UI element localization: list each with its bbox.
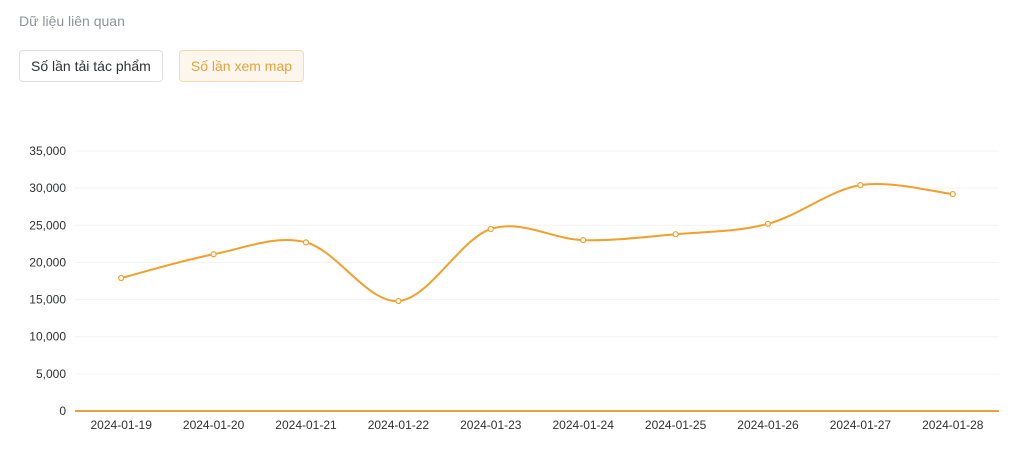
data-point <box>949 190 956 198</box>
data-point <box>302 239 310 246</box>
y-tick-label: 35,000 <box>29 144 66 158</box>
x-tick-label: 2024-01-23 <box>460 418 522 432</box>
x-tick-label: 2024-01-22 <box>368 418 430 432</box>
series-line <box>120 183 953 303</box>
x-tick-label: 2024-01-20 <box>183 418 245 432</box>
y-tick-label: 25,000 <box>29 218 66 232</box>
x-tick-label: 2024-01-28 <box>922 418 984 432</box>
x-tick-label: 2024-01-19 <box>91 418 153 432</box>
x-tick-label: 2024-01-21 <box>275 418 337 432</box>
data-point <box>395 297 402 305</box>
y-tick-label: 15,000 <box>29 293 66 307</box>
y-tick-label: 0 <box>59 404 66 418</box>
data-point <box>672 231 679 238</box>
section-title: Dữ liệu liên quan <box>19 13 125 29</box>
y-tick-label: 20,000 <box>29 255 66 269</box>
data-point <box>580 237 587 244</box>
y-tick-label: 10,000 <box>29 330 66 344</box>
data-point <box>487 225 494 233</box>
x-tick-label: 2024-01-24 <box>553 418 615 432</box>
x-tick-label: 2024-01-27 <box>830 418 892 432</box>
x-tick-label: 2024-01-25 <box>645 418 707 432</box>
data-point <box>857 182 864 189</box>
metric-tabs: Số lần tải tác phẩm Số lần xem map <box>19 50 305 82</box>
data-point <box>764 220 772 227</box>
tab-map-views[interactable]: Số lần xem map <box>178 50 305 82</box>
data-point <box>118 274 125 282</box>
y-tick-label: 30,000 <box>29 181 66 195</box>
data-point <box>210 251 217 258</box>
y-tick-label: 5,000 <box>36 367 66 381</box>
x-tick-label: 2024-01-26 <box>737 418 799 432</box>
tab-downloads[interactable]: Số lần tải tác phẩm <box>19 50 163 82</box>
